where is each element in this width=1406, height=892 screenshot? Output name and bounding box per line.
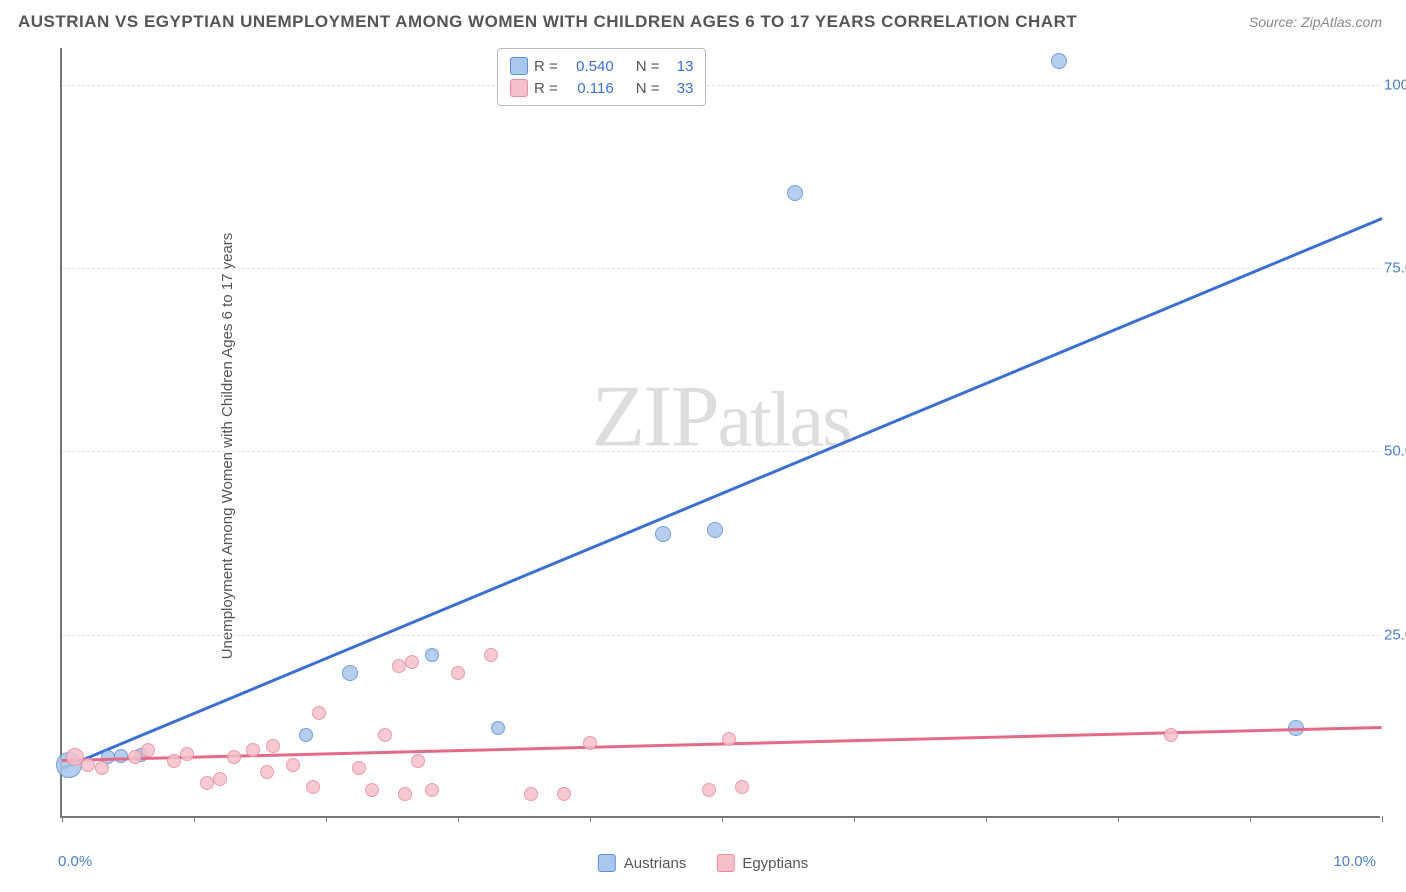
data-point-egyptians <box>246 743 260 757</box>
data-point-egyptians <box>702 783 716 797</box>
stat-n-value: 13 <box>665 58 693 75</box>
trend-line-austrians <box>62 217 1383 769</box>
data-point-egyptians <box>81 758 95 772</box>
stat-r-value: 0.540 <box>564 58 614 75</box>
swatch-icon <box>510 79 528 97</box>
data-point-austrians <box>707 522 723 538</box>
data-point-egyptians <box>286 758 300 772</box>
swatch-icon <box>598 854 616 872</box>
gridline-h <box>62 451 1380 452</box>
data-point-egyptians <box>425 783 439 797</box>
gridline-h <box>62 268 1380 269</box>
chart-title: AUSTRIAN VS EGYPTIAN UNEMPLOYMENT AMONG … <box>18 12 1077 32</box>
swatch-icon <box>510 57 528 75</box>
stat-n-label: N = <box>636 58 660 75</box>
data-point-egyptians <box>398 787 412 801</box>
y-tick-label: 100.0% <box>1384 76 1406 93</box>
x-legend: Austrians Egyptians <box>598 854 808 872</box>
data-point-egyptians <box>378 728 392 742</box>
x-axis-min-label: 0.0% <box>58 853 92 870</box>
data-point-egyptians <box>167 754 181 768</box>
stat-row-austrians: R = 0.540 N = 13 <box>510 55 694 77</box>
x-tick-mark <box>1250 816 1251 822</box>
data-point-egyptians <box>180 747 194 761</box>
data-point-egyptians <box>260 765 274 779</box>
legend-label: Egyptians <box>742 855 808 872</box>
data-point-egyptians <box>200 776 214 790</box>
gridline-h <box>62 635 1380 636</box>
x-tick-mark <box>62 816 63 822</box>
x-tick-mark <box>854 816 855 822</box>
stat-n-label: N = <box>636 80 660 97</box>
x-axis-max-label: 10.0% <box>1333 853 1376 870</box>
x-tick-mark <box>1382 816 1383 822</box>
x-tick-mark <box>326 816 327 822</box>
data-point-egyptians <box>411 754 425 768</box>
x-tick-mark <box>986 816 987 822</box>
source-label: Source: ZipAtlas.com <box>1249 14 1382 30</box>
stat-r-value: 0.116 <box>564 80 614 97</box>
data-point-egyptians <box>128 750 142 764</box>
x-tick-mark <box>590 816 591 822</box>
x-tick-mark <box>458 816 459 822</box>
data-point-egyptians <box>213 772 227 786</box>
data-point-egyptians <box>735 780 749 794</box>
trend-line-egyptians <box>62 726 1382 761</box>
stat-r-label: R = <box>534 80 558 97</box>
data-point-egyptians <box>392 659 406 673</box>
swatch-icon <box>716 854 734 872</box>
data-point-austrians <box>491 721 505 735</box>
data-point-egyptians <box>95 761 109 775</box>
stat-row-egyptians: R = 0.116 N = 33 <box>510 77 694 99</box>
data-point-egyptians <box>266 739 280 753</box>
y-tick-label: 75.0% <box>1384 260 1406 277</box>
stat-box: R = 0.540 N = 13 R = 0.116 N = 33 <box>497 48 707 106</box>
x-tick-mark <box>1118 816 1119 822</box>
data-point-austrians <box>425 648 439 662</box>
data-point-egyptians <box>583 736 597 750</box>
data-point-egyptians <box>524 787 538 801</box>
stat-n-value: 33 <box>665 80 693 97</box>
legend-item-austrians: Austrians <box>598 854 687 872</box>
data-point-egyptians <box>227 750 241 764</box>
data-point-egyptians <box>1164 728 1178 742</box>
data-point-austrians <box>655 526 671 542</box>
data-point-egyptians <box>557 787 571 801</box>
data-point-egyptians <box>451 666 465 680</box>
data-point-egyptians <box>312 706 326 720</box>
stat-r-label: R = <box>534 58 558 75</box>
data-point-egyptians <box>722 732 736 746</box>
data-point-egyptians <box>405 655 419 669</box>
y-tick-label: 25.0% <box>1384 626 1406 643</box>
gridline-h <box>62 85 1380 86</box>
x-tick-mark <box>194 816 195 822</box>
legend-label: Austrians <box>624 855 687 872</box>
y-tick-label: 50.0% <box>1384 443 1406 460</box>
data-point-egyptians <box>484 648 498 662</box>
data-point-austrians <box>342 665 358 681</box>
plot-area: ZIPatlas 25.0%50.0%75.0%100.0%R =0.540N … <box>60 48 1380 818</box>
data-point-egyptians <box>141 743 155 757</box>
data-point-austrians <box>1051 53 1067 69</box>
data-point-austrians <box>299 728 313 742</box>
x-tick-mark <box>722 816 723 822</box>
data-point-egyptians <box>352 761 366 775</box>
data-point-egyptians <box>365 783 379 797</box>
data-point-egyptians <box>306 780 320 794</box>
data-point-austrians <box>114 749 128 763</box>
data-point-austrians <box>787 185 803 201</box>
legend-item-egyptians: Egyptians <box>716 854 808 872</box>
